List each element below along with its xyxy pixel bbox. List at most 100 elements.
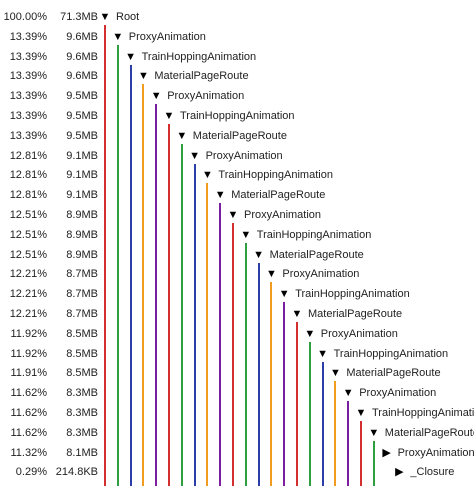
expand-down-icon[interactable]: ▼ xyxy=(368,426,380,439)
expand-down-icon[interactable]: ▼ xyxy=(201,169,213,182)
expand-down-icon[interactable]: ▼ xyxy=(176,129,188,142)
row-label: ProxyAnimation xyxy=(397,446,474,459)
tree-guide-line xyxy=(142,84,145,486)
expand-down-icon[interactable]: ▼ xyxy=(112,30,124,43)
row-size: 9.5MB xyxy=(66,90,98,103)
row-label: ProxyAnimation xyxy=(205,149,283,162)
row-percentage: 13.39% xyxy=(9,70,47,83)
row-size: 214.8KB xyxy=(55,466,98,479)
tree-guide-line xyxy=(219,203,222,486)
tree-guide-line xyxy=(155,104,158,486)
tree-guide-line xyxy=(244,242,247,486)
tree-guide-line xyxy=(372,440,375,486)
row-size: 8.9MB xyxy=(66,228,98,241)
row-size: 9.1MB xyxy=(66,149,98,162)
row-size: 8.9MB xyxy=(66,248,98,261)
expand-down-icon[interactable]: ▼ xyxy=(265,268,277,281)
tree-row[interactable]: 100.00% 71.3MB ▼ Root xyxy=(0,8,474,28)
expand-down-icon[interactable]: ▼ xyxy=(99,11,111,23)
tree-row[interactable]: 11.62% 8.3MB ▼ TrainHoppingAnimation xyxy=(0,404,474,424)
row-size: 9.6MB xyxy=(66,50,98,63)
row-label: ProxyAnimation xyxy=(128,30,206,43)
tree-row[interactable]: 12.21% 8.7MB ▼ TrainHoppingAnimation xyxy=(0,285,474,305)
tree-row[interactable]: 13.39% 9.5MB ▼ TrainHoppingAnimation xyxy=(0,107,474,127)
row-percentage: 11.32% xyxy=(10,446,48,459)
tree-row[interactable]: 13.39% 9.6MB ▼ ProxyAnimation xyxy=(0,28,474,48)
tree-row[interactable]: 11.92% 8.5MB ▼ ProxyAnimation xyxy=(0,325,474,345)
tree-row[interactable]: 12.21% 8.7MB ▼ MaterialPageRoute xyxy=(0,305,474,325)
tree-guide-line xyxy=(283,302,286,486)
tree-row[interactable]: 12.81% 9.1MB ▼ MaterialPageRoute xyxy=(0,186,474,206)
row-label: ProxyAnimation xyxy=(244,209,322,221)
row-percentage: 11.91% xyxy=(10,367,48,380)
expand-down-icon[interactable]: ▼ xyxy=(278,288,290,301)
collapse-right-icon[interactable]: ▶ xyxy=(382,446,391,459)
row-label: _Closure xyxy=(410,466,455,479)
expand-down-icon[interactable]: ▼ xyxy=(125,50,137,63)
row-size: 9.5MB xyxy=(66,110,98,122)
row-percentage: 12.81% xyxy=(9,169,47,182)
row-label: MaterialPageRoute xyxy=(308,308,403,320)
row-percentage: 0.29% xyxy=(15,466,47,479)
row-size: 8.5MB xyxy=(66,347,98,360)
expand-down-icon[interactable]: ▼ xyxy=(355,407,367,419)
row-size: 9.5MB xyxy=(66,129,98,142)
expand-down-icon[interactable]: ▼ xyxy=(227,209,239,221)
tree-row[interactable]: 13.39% 9.5MB ▼ MaterialPageRoute xyxy=(0,127,474,147)
row-size: 8.7MB xyxy=(66,288,98,301)
tree-row[interactable]: 12.81% 9.1MB ▼ ProxyAnimation xyxy=(0,147,474,167)
tree-guide-line xyxy=(347,401,350,486)
tree-row[interactable]: 0.29% 214.8KB ▶ _Closure xyxy=(0,463,474,483)
collapse-right-icon[interactable]: ▶ xyxy=(395,466,404,479)
expand-down-icon[interactable]: ▼ xyxy=(150,90,162,103)
expand-down-icon[interactable]: ▼ xyxy=(189,149,201,162)
row-size: 8.7MB xyxy=(66,308,98,320)
expand-down-icon[interactable]: ▼ xyxy=(240,228,252,241)
row-percentage: 100.00% xyxy=(3,11,47,23)
tree-guide-line xyxy=(360,421,362,486)
row-label: TrainHoppingAnimation xyxy=(218,169,333,182)
tree-row[interactable]: 11.62% 8.3MB ▼ ProxyAnimation xyxy=(0,384,474,404)
row-label: MaterialPageRoute xyxy=(192,129,287,142)
row-label: TrainHoppingAnimation xyxy=(333,347,449,360)
tree-guide-line xyxy=(168,124,170,486)
tree-row[interactable]: 12.51% 8.9MB ▼ TrainHoppingAnimation xyxy=(0,226,474,246)
tree-row[interactable]: 12.51% 8.9MB ▼ ProxyAnimation xyxy=(0,206,474,226)
expand-down-icon[interactable]: ▼ xyxy=(291,308,303,320)
row-size: 8.5MB xyxy=(66,327,98,340)
expand-down-icon[interactable]: ▼ xyxy=(317,347,329,360)
tree-row[interactable]: 12.51% 8.9MB ▼ MaterialPageRoute xyxy=(0,246,474,266)
row-label: ProxyAnimation xyxy=(320,327,398,340)
tree-row[interactable]: 12.21% 8.7MB ▼ ProxyAnimation xyxy=(0,265,474,285)
tree-guide-line xyxy=(321,361,324,486)
tree-row[interactable]: 11.62% 8.3MB ▼ MaterialPageRoute xyxy=(0,424,474,444)
tree-row[interactable]: 13.39% 9.6MB ▼ TrainHoppingAnimation xyxy=(0,48,474,68)
tree-row[interactable]: 12.81% 9.1MB ▼ TrainHoppingAnimation xyxy=(0,166,474,186)
expand-down-icon[interactable]: ▼ xyxy=(253,248,265,261)
expand-down-icon[interactable]: ▼ xyxy=(214,189,226,202)
tree-guide-line xyxy=(104,25,106,486)
row-label: MaterialPageRoute xyxy=(231,189,326,202)
row-size: 9.6MB xyxy=(66,30,98,43)
tree-guide-line xyxy=(232,223,234,486)
row-percentage: 13.39% xyxy=(9,110,47,122)
expand-down-icon[interactable]: ▼ xyxy=(304,327,316,340)
tree-row[interactable]: 11.91% 8.5MB ▼ MaterialPageRoute xyxy=(0,364,474,384)
row-percentage: 13.39% xyxy=(9,50,47,63)
row-percentage: 12.81% xyxy=(9,149,47,162)
row-label: MaterialPageRoute xyxy=(154,70,249,83)
row-label: TrainHoppingAnimation xyxy=(141,50,257,63)
tree-row[interactable]: 11.32% 8.1MB ▶ ProxyAnimation xyxy=(0,444,474,464)
row-label: TrainHoppingAnimation xyxy=(256,228,372,241)
expand-down-icon[interactable]: ▼ xyxy=(137,70,149,83)
expand-down-icon[interactable]: ▼ xyxy=(329,367,341,380)
tree-row[interactable]: 13.39% 9.5MB ▼ ProxyAnimation xyxy=(0,87,474,107)
tree-row[interactable]: 13.39% 9.6MB ▼ MaterialPageRoute xyxy=(0,67,474,87)
tree-guide-line xyxy=(129,64,132,486)
tree-row[interactable]: 11.92% 8.5MB ▼ TrainHoppingAnimation xyxy=(0,345,474,365)
expand-down-icon[interactable]: ▼ xyxy=(342,387,354,400)
row-size: 8.1MB xyxy=(66,446,98,459)
tree-guide-line xyxy=(257,262,260,486)
expand-down-icon[interactable]: ▼ xyxy=(163,110,175,122)
